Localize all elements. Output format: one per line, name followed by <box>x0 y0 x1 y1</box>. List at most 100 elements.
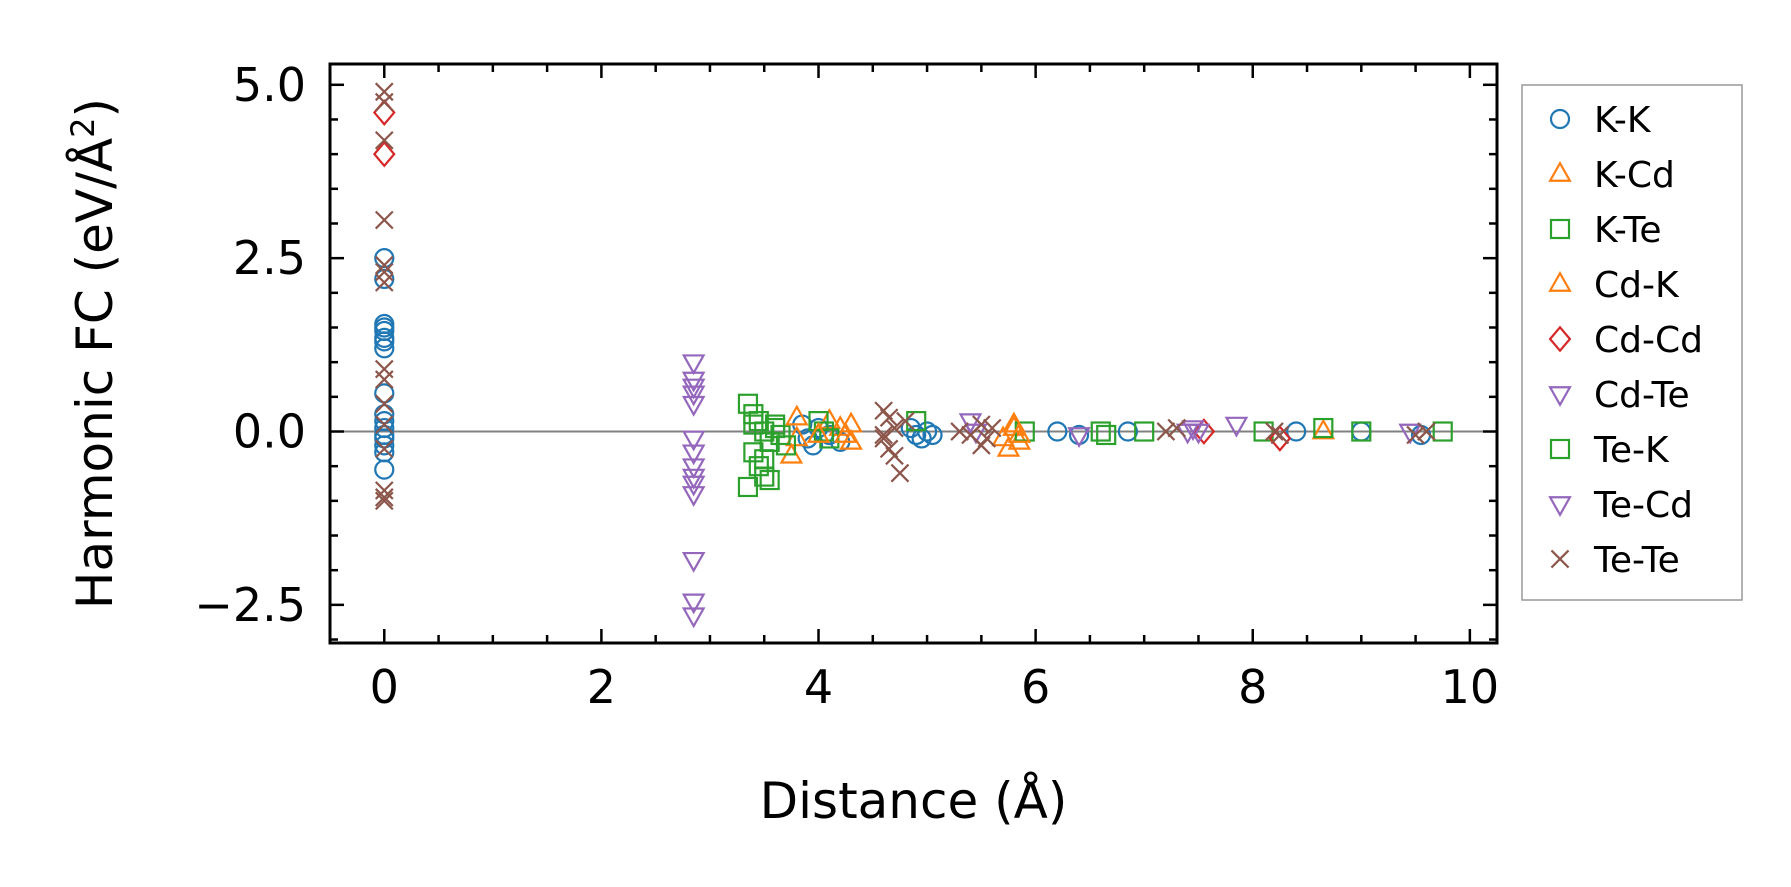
data-point-te-te <box>1270 425 1290 445</box>
legend-marker-te-te <box>1550 549 1570 569</box>
data-point-cd-te <box>681 378 706 400</box>
data-point-te-k <box>759 469 780 491</box>
series-cd-te <box>681 354 1422 629</box>
data-point-k-te <box>775 435 797 456</box>
data-point-k-te <box>1432 421 1453 442</box>
data-point-k-te <box>748 411 769 432</box>
data-point-te-te <box>374 273 394 292</box>
data-point-cd-te <box>681 444 706 466</box>
data-point-cd-te <box>681 593 706 615</box>
data-point-k-k <box>916 421 938 442</box>
data-point-te-te <box>1156 422 1176 441</box>
data-point-k-te <box>1090 421 1111 442</box>
series-cd-k <box>785 404 1032 443</box>
data-point-k-k <box>374 459 395 480</box>
data-point-k-te <box>737 476 759 498</box>
data-point-te-te <box>374 415 394 434</box>
data-point-te-te <box>374 82 394 102</box>
data-point-te-k <box>764 417 786 439</box>
data-point-k-k <box>374 331 395 352</box>
legend: K-K K-Cd K-Te Cd-K Cd-Cd Cd-Te Te-K Te-Cd Te-Te <box>1521 84 1743 601</box>
data-point-te-te <box>1417 422 1436 441</box>
legend-marker-cd-te <box>1548 386 1572 408</box>
y-axis-title-superscript: 2 <box>64 117 102 137</box>
x-tick-label: 6 <box>1021 660 1050 714</box>
data-point-k-cd <box>991 425 1015 447</box>
y-tick-label: 2.5 <box>233 231 306 285</box>
data-point-te-te <box>977 429 997 448</box>
legend-label-te-k: Te-K <box>1593 430 1670 471</box>
legend-label-cd-te: Cd-Te <box>1594 375 1690 416</box>
data-point-te-cd <box>681 385 706 407</box>
legend-marker-k-cd <box>1548 160 1572 182</box>
legend-label-k-te: K-Te <box>1594 210 1662 251</box>
data-point-k-te <box>748 456 769 477</box>
data-point-k-te <box>1313 417 1334 439</box>
data-point-k-te <box>743 404 764 425</box>
data-point-k-te <box>1253 421 1274 442</box>
data-point-te-te <box>374 394 394 414</box>
data-point-te-te <box>874 425 893 445</box>
legend-label-te-cd: Te-Cd <box>1593 485 1693 526</box>
data-point-cd-te <box>681 486 706 507</box>
data-point-cd-k <box>833 421 858 443</box>
data-point-te-k <box>754 449 775 470</box>
data-point-cd-te <box>681 430 706 452</box>
data-point-k-te <box>906 411 927 432</box>
data-point-k-k <box>797 428 818 449</box>
y-tick-label: 5.0 <box>233 58 306 112</box>
data-point-te-te <box>890 463 910 483</box>
data-point-te-te <box>982 418 1002 438</box>
data-point-k-k <box>1286 421 1307 442</box>
data-point-cd-cd <box>372 99 396 126</box>
legend-marker-k-k <box>1549 108 1571 130</box>
x-tick-label: 8 <box>1238 660 1267 714</box>
data-point-te-te <box>1265 422 1284 441</box>
data-point-te-te <box>374 92 394 112</box>
data-point-k-te <box>1134 421 1155 442</box>
data-point-te-cd <box>681 475 706 497</box>
data-point-te-te <box>374 359 394 379</box>
x-tick-label: 10 <box>1441 660 1500 714</box>
data-point-te-k <box>1096 424 1117 446</box>
data-point-k-cd <box>996 435 1021 457</box>
data-point-cd-te <box>681 354 706 376</box>
data-point-te-te <box>374 370 394 389</box>
data-point-cd-k <box>785 404 809 426</box>
data-point-te-te <box>374 491 394 511</box>
data-point-k-te <box>1351 421 1372 442</box>
data-point-k-k <box>374 435 395 456</box>
data-point-te-cd <box>1186 423 1211 445</box>
x-tick-label: 2 <box>587 660 616 714</box>
legend-marker-cd-k <box>1548 270 1572 292</box>
data-point-cd-te <box>1181 420 1205 442</box>
data-point-k-k <box>922 424 943 446</box>
data-point-cd-te <box>681 551 706 573</box>
legend-marker-cd-cd <box>1548 325 1572 353</box>
data-point-k-te <box>743 442 764 463</box>
data-point-cd-k <box>1002 411 1026 433</box>
y-tick-label: 0.0 <box>233 405 306 459</box>
data-point-te-k <box>743 414 764 435</box>
legend-label-cd-cd: Cd-Cd <box>1594 320 1703 361</box>
data-point-cd-te <box>681 458 706 480</box>
data-point-te-te <box>874 429 893 448</box>
data-point-cd-te <box>681 395 706 417</box>
data-point-te-te <box>879 408 899 427</box>
legend-label-k-k: K-K <box>1594 100 1652 141</box>
series-cd-cd <box>372 99 1292 452</box>
data-point-k-k <box>374 338 395 359</box>
x-tick-label: 4 <box>804 660 833 714</box>
data-point-cd-k <box>806 421 831 443</box>
x-tick-label: 0 <box>370 660 399 714</box>
data-point-cd-te <box>958 413 983 435</box>
y-axis-title-close: ) <box>66 98 124 118</box>
data-point-k-te <box>754 421 775 442</box>
data-point-te-te <box>374 439 394 459</box>
y-tick-label: −2.5 <box>194 578 306 632</box>
data-point-te-te <box>1406 425 1425 445</box>
data-point-cd-te <box>681 371 706 393</box>
data-point-cd-cd <box>372 140 396 168</box>
series-te-te <box>374 82 1436 511</box>
